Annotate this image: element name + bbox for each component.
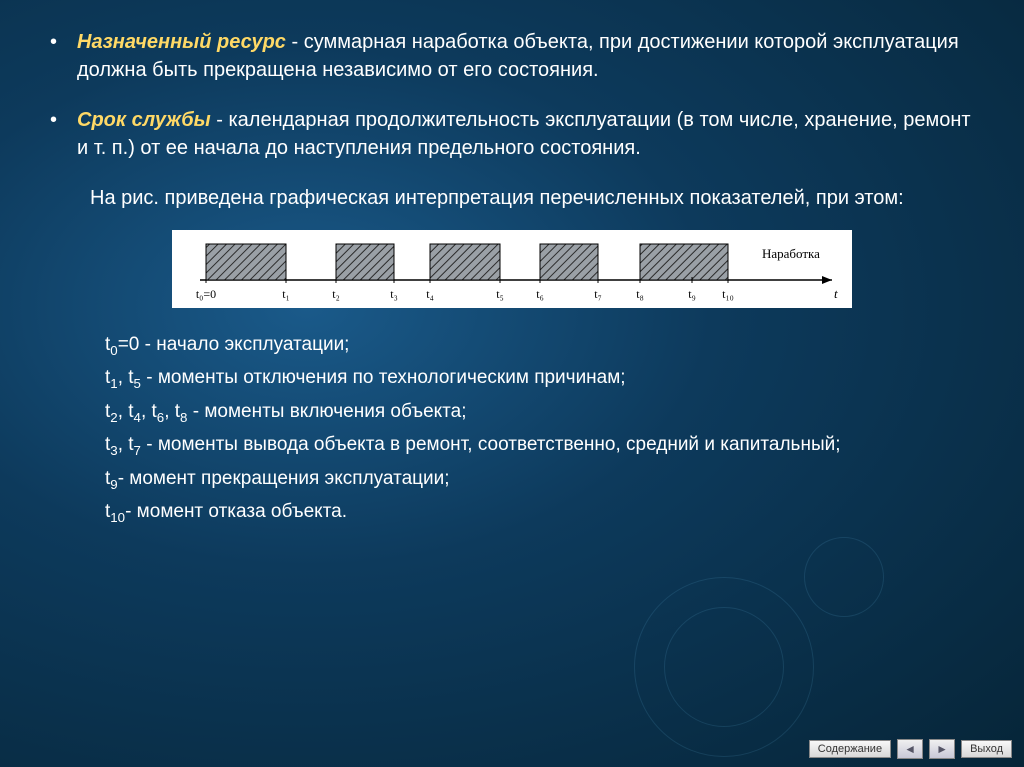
bullet-item: • Назначенный ресурс - суммарная наработ…	[50, 28, 974, 84]
svg-text:t₀=0: t₀=0	[196, 287, 216, 301]
svg-text:t₇: t₇	[594, 287, 602, 301]
diagram-svg: t₀=0 t₁ t₂ t₃ t₄ t₅ t₆ t₇ t₈ t₉ t₁₀ Наработка t	[172, 230, 852, 308]
timeline-diagram: t₀=0 t₁ t₂ t₃ t₄ t₅ t₆ t₇ t₈ t₉ t₁₀ Наработка t	[172, 230, 852, 308]
svg-text:t₂: t₂	[332, 287, 340, 301]
legend-line: t9- момент прекращения эксплуатации;	[105, 464, 974, 495]
legend-line: t10- момент отказа объекта.	[105, 497, 974, 528]
svg-text:t: t	[834, 286, 838, 301]
legend-line: t1, t5 - моменты отключения по технологи…	[105, 363, 974, 394]
decorative-ripple	[804, 537, 884, 617]
prev-button[interactable]: ◄	[897, 739, 923, 759]
term-definition: - календарная продолжительность эксплуат…	[77, 109, 971, 159]
slide-footer: Содержание ◄ ► Выход	[809, 739, 1012, 759]
svg-text:t₅: t₅	[496, 287, 504, 301]
term-service-life: Срок службы	[77, 109, 211, 131]
svg-text:t₄: t₄	[426, 287, 434, 301]
bullet-text: Срок службы - календарная продолжительно…	[77, 106, 974, 162]
svg-text:t₁: t₁	[282, 287, 290, 301]
legend-list: t0=0 - начало эксплуатации;t1, t5 - моме…	[105, 330, 974, 528]
svg-text:t₆: t₆	[536, 287, 544, 301]
next-button[interactable]: ►	[929, 739, 955, 759]
svg-text:t₈: t₈	[636, 287, 644, 301]
figure-intro: На рис. приведена графическая интерпрета…	[90, 184, 974, 212]
term-assigned-resource: Назначенный ресурс	[77, 31, 286, 53]
bullet-marker: •	[50, 106, 57, 162]
diagram-container: t₀=0 t₁ t₂ t₃ t₄ t₅ t₆ t₇ t₈ t₉ t₁₀ Наработка t	[50, 230, 974, 308]
svg-text:t₃: t₃	[390, 287, 398, 301]
svg-text:Наработка: Наработка	[762, 246, 820, 261]
bullet-item: • Срок службы - календарная продолжитель…	[50, 106, 974, 162]
svg-text:t₉: t₉	[688, 287, 696, 301]
legend-line: t2, t4, t6, t8 - моменты включения объек…	[105, 397, 974, 428]
bullet-text: Назначенный ресурс - суммарная наработка…	[77, 28, 974, 84]
legend-line: t0=0 - начало эксплуатации;	[105, 330, 974, 361]
contents-button[interactable]: Содержание	[809, 740, 891, 758]
svg-text:t₁₀: t₁₀	[722, 287, 734, 301]
bullet-marker: •	[50, 28, 57, 84]
slide-content: • Назначенный ресурс - суммарная наработ…	[0, 0, 1024, 528]
legend-line: t3, t7 - моменты вывода объекта в ремонт…	[105, 430, 974, 461]
exit-button[interactable]: Выход	[961, 740, 1012, 758]
decorative-ripple	[634, 577, 814, 757]
